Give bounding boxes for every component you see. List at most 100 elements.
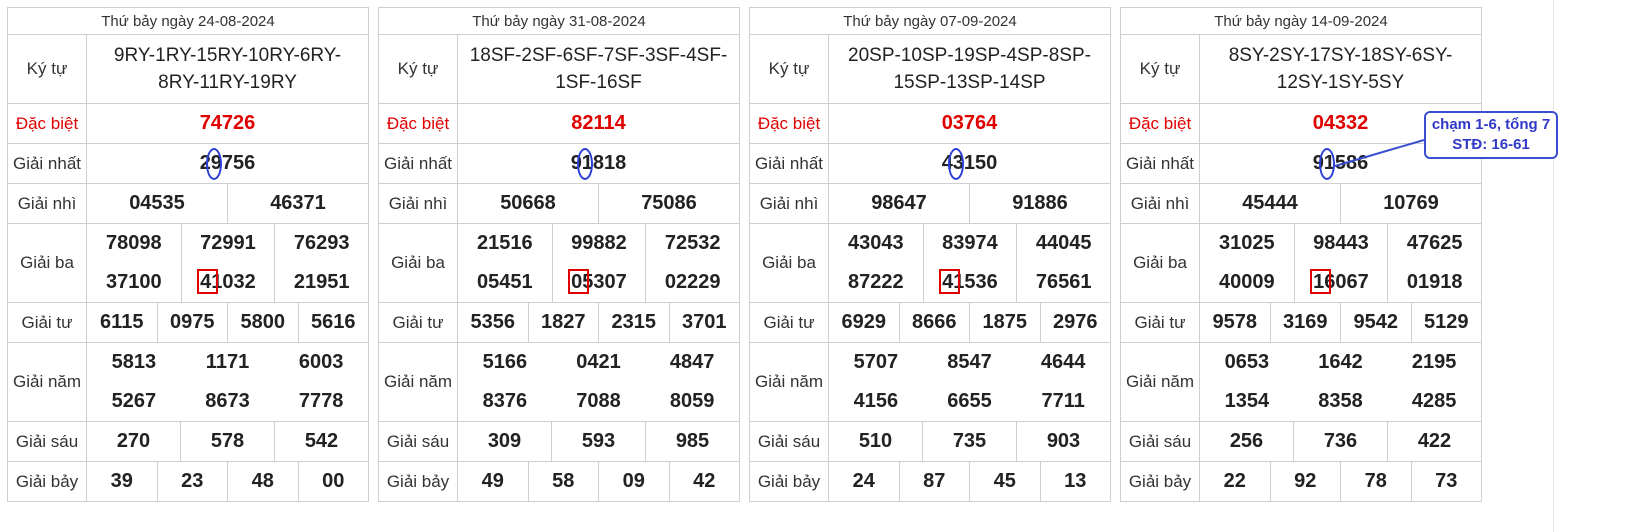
giai-nhat-value: 29756 bbox=[200, 148, 255, 180]
giai-nhat-value: 43150 bbox=[942, 148, 997, 180]
giai-ba-number: 21516 bbox=[477, 232, 533, 254]
giai-sau-cell: 270 578 542 bbox=[86, 421, 369, 462]
giai-bay-value: 87 bbox=[898, 462, 970, 501]
dac-biet-value: 74726 bbox=[86, 103, 369, 144]
giai-ba-cell: 21516 99882 72532 05451 05307 02229 bbox=[457, 223, 740, 303]
giai-ba-value: 41536 bbox=[922, 263, 1017, 302]
giai-sau-value: 735 bbox=[922, 422, 1016, 461]
giai-nam-value: 5267 bbox=[111, 390, 157, 412]
giai-ba-number: 87222 bbox=[848, 271, 904, 293]
giai-nam-cell: 5166 0421 4847 8376 7088 8059 bbox=[457, 342, 740, 422]
giai-ba-value: 37100 bbox=[87, 263, 181, 302]
giai-ba-value: 83974 bbox=[922, 224, 1017, 263]
label-giai-ba: Giải ba bbox=[378, 223, 458, 303]
giai-nhi-value: 91886 bbox=[969, 184, 1110, 223]
ky-tu-line: 9RY-1RY-15RY-10RY-6RY- bbox=[113, 45, 342, 66]
giai-ba-value: 78098 bbox=[87, 224, 181, 263]
giai-nam-value: 4847 bbox=[669, 351, 715, 373]
giai-ba-value: 87222 bbox=[829, 263, 923, 302]
giai-ba-cell: 78098 72991 76293 37100 41032 21951 bbox=[86, 223, 369, 303]
giai-ba-number: 47625 bbox=[1406, 232, 1463, 254]
giai-tu-value: 2315 bbox=[598, 303, 669, 342]
label-giai-nam: Giải năm bbox=[749, 342, 829, 422]
label-giai-nam: Giải năm bbox=[378, 342, 458, 422]
label-giai-nhat: Giải nhất bbox=[1120, 143, 1200, 184]
highlight-box bbox=[1310, 269, 1332, 294]
giai-tu-value: 6115 bbox=[100, 311, 144, 333]
giai-ba-number: 05307 bbox=[568, 269, 627, 294]
highlight-box bbox=[939, 269, 961, 294]
giai-bay-value: 39 bbox=[110, 470, 133, 492]
giai-ba-value: 43043 bbox=[829, 224, 923, 263]
giai-bay-cell: 49 58 09 42 bbox=[457, 461, 740, 502]
giai-tu-row: 6929 8666 1875 2976 bbox=[829, 303, 1110, 342]
giai-nam-value: 5813 bbox=[111, 351, 157, 373]
giai-ba-number: 72532 bbox=[664, 232, 721, 254]
highlight-box bbox=[568, 269, 590, 294]
giai-sau-value: 985 bbox=[645, 422, 739, 461]
giai-tu-value: 5616 bbox=[297, 303, 369, 342]
label-giai-ba: Giải ba bbox=[1120, 223, 1200, 303]
giai-nam-value: 7778 bbox=[298, 390, 344, 412]
giai-nhi-value: 50668 bbox=[500, 192, 556, 214]
giai-nam-value: 6655 bbox=[947, 390, 992, 412]
giai-tu-value: 6929 bbox=[841, 311, 887, 333]
result-table: Thứ bảy ngày 24-08-2024 Ký tự 9RY-1RY-15RY… bbox=[7, 7, 369, 502]
giai-tu-cell: 6115 0975 5800 5616 bbox=[86, 302, 369, 343]
giai-nam-value: 7088 bbox=[576, 390, 621, 412]
giai-nam-value: 8547 bbox=[947, 351, 992, 373]
ky-tu-line: 20SP-10SP-19SP-4SP-8SP- bbox=[848, 45, 1091, 66]
giai-tu-value: 5356 bbox=[470, 311, 516, 333]
giai-ba-value: 72532 bbox=[645, 224, 739, 263]
ky-tu-line: 12SY-1SY-5SY bbox=[1276, 72, 1405, 93]
giai-tu-value: 0975 bbox=[156, 303, 228, 342]
giai-nam-value: 5707 bbox=[853, 351, 899, 373]
giai-bay-row: 49 58 09 42 bbox=[458, 462, 739, 501]
giai-nam-value: 4156 bbox=[853, 390, 899, 412]
giai-ba-number: 02229 bbox=[664, 271, 721, 293]
giai-ba-value: 99882 bbox=[551, 224, 646, 263]
annotation-callout: chạm 1-6, tổng 7 STĐ: 16-61 bbox=[1424, 111, 1558, 159]
giai-tu-cell: 5356 1827 2315 3701 bbox=[457, 302, 740, 343]
giai-nam-value: 4644 bbox=[1040, 351, 1086, 373]
giai-nam-value: 1354 bbox=[1224, 390, 1270, 412]
giai-ba-value: 40009 bbox=[1200, 263, 1294, 302]
callout-line1: chạm 1-6, tổng 7 bbox=[1431, 116, 1551, 133]
giai-ba-number: 41032 bbox=[197, 269, 256, 294]
ky-tu-line: 8RY-11RY-19RY bbox=[158, 72, 297, 93]
label-giai-tu: Giải tư bbox=[7, 302, 87, 343]
giai-ba-number: 21951 bbox=[293, 271, 350, 293]
giai-bay-row: 22 92 78 73 bbox=[1200, 462, 1481, 501]
giai-nhi-cell: 98647 91886 bbox=[828, 183, 1111, 224]
giai-ba-number: 44045 bbox=[1035, 232, 1092, 254]
giai-nam-value: 7711 bbox=[1041, 390, 1085, 412]
label-giai-sau: Giải sáu bbox=[7, 421, 87, 462]
giai-ba-number: 99882 bbox=[571, 232, 627, 254]
giai-bay-value: 92 bbox=[1269, 462, 1341, 501]
giai-ba-number: 98443 bbox=[1313, 232, 1369, 254]
giai-tu-value: 9542 bbox=[1340, 303, 1411, 342]
highlight-box bbox=[197, 269, 219, 294]
giai-ba-number: 83974 bbox=[942, 232, 998, 254]
giai-sau-value: 270 bbox=[116, 430, 151, 452]
giai-nhat-cell: 91818 bbox=[457, 143, 740, 184]
giai-nhi-value: 75086 bbox=[598, 184, 739, 223]
giai-ba-number: 43043 bbox=[848, 232, 904, 254]
ky-tu-line: 1SF-16SF bbox=[555, 72, 642, 93]
giai-sau-row: 256 736 422 bbox=[1200, 422, 1481, 461]
result-table: Thứ bảy ngày 07-09-2024 Ký tự 20SP-10SP-19… bbox=[749, 7, 1111, 502]
giai-tu-value: 2976 bbox=[1039, 303, 1111, 342]
ky-tu-value: 9RY-1RY-15RY-10RY-6RY- 8RY-11RY-19RY bbox=[86, 34, 369, 104]
giai-bay-value: 24 bbox=[852, 470, 875, 492]
highlight-oval bbox=[1318, 148, 1335, 180]
label-giai-tu: Giải tư bbox=[378, 302, 458, 343]
giai-ba-value: 76293 bbox=[274, 224, 368, 263]
giai-ba-value: 98443 bbox=[1293, 224, 1388, 263]
giai-tu-value: 3169 bbox=[1269, 303, 1341, 342]
giai-ba-cell: 31025 98443 47625 40009 16067 01918 bbox=[1199, 223, 1482, 303]
table-date-header: Thứ bảy ngày 07-09-2024 bbox=[749, 7, 1111, 35]
label-giai-nam: Giải năm bbox=[1120, 342, 1200, 422]
giai-ba-number: 41536 bbox=[939, 269, 998, 294]
giai-nam-value: 1642 bbox=[1318, 351, 1363, 373]
giai-ba-value: 05307 bbox=[551, 263, 646, 302]
